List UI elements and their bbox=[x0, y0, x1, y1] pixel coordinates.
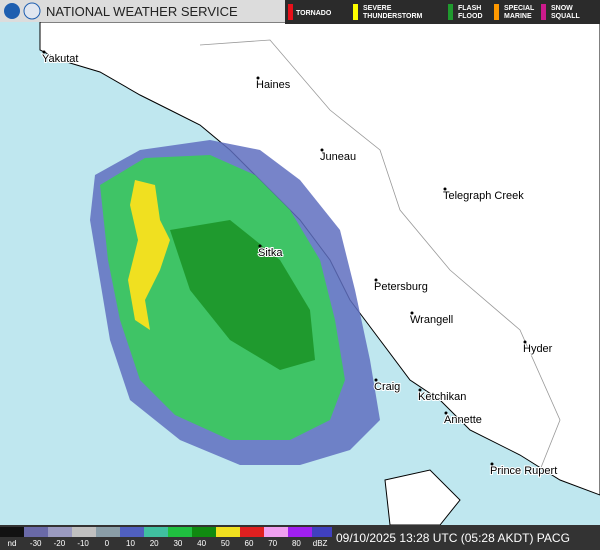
warning-label: SNOW SQUALL bbox=[551, 5, 581, 20]
legend-label: -30 bbox=[30, 539, 42, 548]
city-dot bbox=[374, 378, 378, 382]
city-dot bbox=[443, 187, 447, 191]
city-label: Haines bbox=[256, 79, 291, 91]
city-label: Juneau bbox=[320, 151, 356, 163]
city-dot bbox=[523, 340, 527, 344]
legend-label: -20 bbox=[54, 539, 66, 548]
legend-label: 10 bbox=[126, 539, 135, 548]
city-dot bbox=[490, 462, 494, 466]
warning-swatch bbox=[448, 4, 453, 20]
warning-label: TORNADO bbox=[296, 10, 332, 17]
city-label: Prince Rupert bbox=[490, 465, 557, 477]
city-label: Annette bbox=[444, 414, 482, 426]
radar-yellow bbox=[128, 180, 170, 330]
warning-swatch bbox=[353, 4, 358, 20]
legend-label: dBZ bbox=[313, 539, 328, 548]
city-dot bbox=[410, 311, 414, 315]
legend-label: nd bbox=[8, 539, 17, 548]
city-dot bbox=[374, 278, 378, 282]
city-dot bbox=[42, 50, 46, 54]
warning-swatch bbox=[288, 4, 293, 20]
legend-label: 60 bbox=[245, 539, 254, 548]
header-title: NATIONAL WEATHER SERVICE bbox=[46, 4, 238, 19]
warning-swatch bbox=[541, 4, 546, 20]
land-south bbox=[384, 469, 461, 526]
city-label: Craig bbox=[374, 381, 400, 393]
legend-label: -10 bbox=[77, 539, 89, 548]
city-label: Yakutat bbox=[42, 53, 79, 65]
city-label: Telegraph Creek bbox=[443, 190, 524, 202]
city-dot bbox=[444, 411, 448, 415]
legend-label: 40 bbox=[197, 539, 206, 548]
warning-box bbox=[285, 0, 600, 24]
warning-swatch bbox=[494, 4, 499, 20]
radar-dark bbox=[170, 220, 315, 370]
city-dot bbox=[256, 76, 260, 80]
city-label: Sitka bbox=[258, 247, 283, 259]
warning-label: FLASH FLOOD bbox=[458, 5, 483, 20]
legend-label: 80 bbox=[292, 539, 301, 548]
city-dot bbox=[258, 244, 262, 248]
border bbox=[199, 39, 561, 471]
legend-label: 50 bbox=[221, 539, 230, 548]
warning-label: SPECIAL MARINE bbox=[504, 5, 535, 20]
timestamp: 09/10/2025 13:28 UTC (05:28 AKDT) PACG bbox=[336, 531, 570, 545]
city-dot bbox=[418, 388, 422, 392]
city-label: Hyder bbox=[523, 343, 553, 355]
nws-logo bbox=[23, 2, 41, 20]
city-label: Petersburg bbox=[374, 281, 428, 293]
legend-label: 30 bbox=[173, 539, 182, 548]
noaa-logo bbox=[4, 3, 20, 19]
city-label: Wrangell bbox=[410, 314, 453, 326]
city-label: Ketchikan bbox=[418, 391, 466, 403]
legend-label: 20 bbox=[150, 539, 159, 548]
warning-label: SEVERE THUNDERSTORM bbox=[363, 5, 423, 20]
colorbar bbox=[0, 527, 332, 537]
city-dot bbox=[320, 148, 324, 152]
legend-label: 0 bbox=[105, 539, 110, 548]
legend-label: 70 bbox=[268, 539, 277, 548]
